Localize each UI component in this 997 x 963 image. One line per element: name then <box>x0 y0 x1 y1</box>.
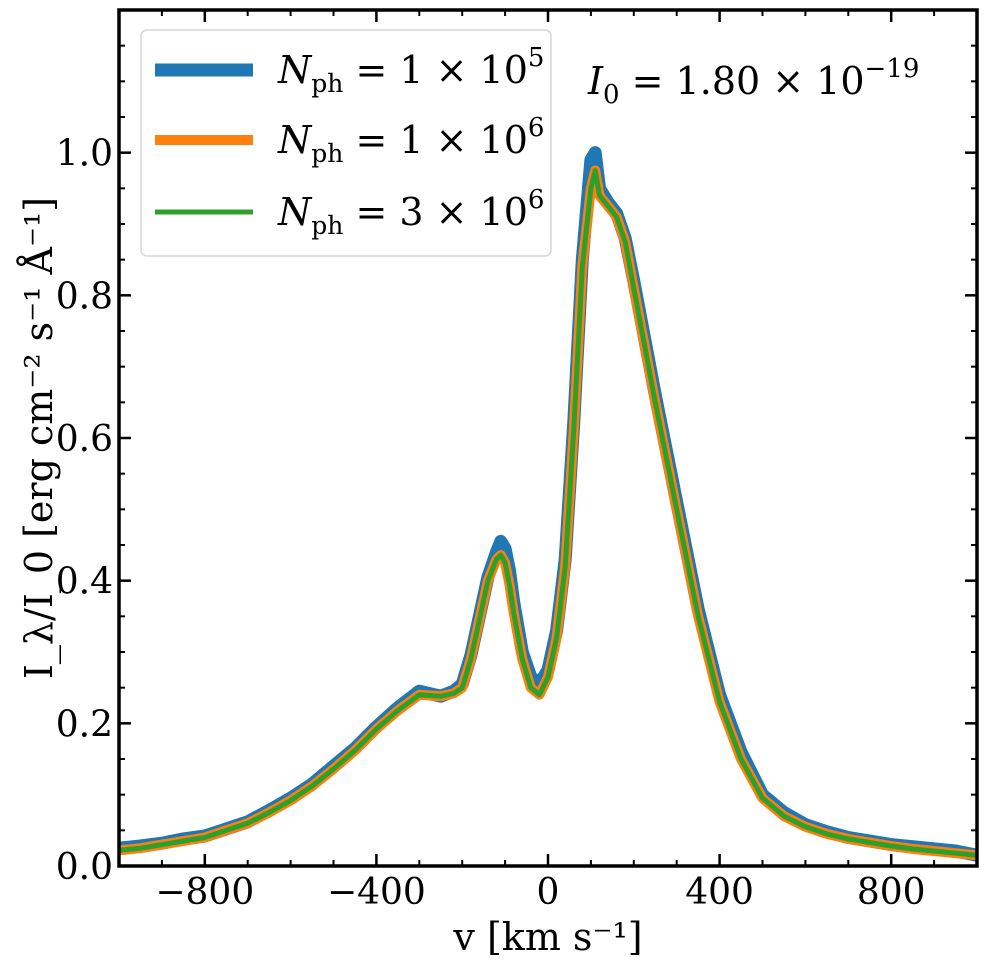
x-tick-label: 400 <box>685 872 754 913</box>
series-line-3 <box>119 168 977 858</box>
plot-frame <box>117 8 979 868</box>
legend-label-1: Nph = 1 × 105 <box>277 43 544 98</box>
y-axis-label: I_λ/I_0 [erg cm⁻² s⁻¹ Å⁻¹] <box>17 197 62 679</box>
annotation-sub: 0 <box>603 80 620 110</box>
y-tick-label: 0.0 <box>56 847 113 888</box>
y-tick-label: 1.0 <box>56 134 113 175</box>
x-axis-label: v [km s⁻¹] <box>452 915 642 959</box>
annotation-middle: = 1.80 × 10 <box>620 59 865 103</box>
legend-label-3: Nph = 3 × 106 <box>277 185 544 240</box>
x-tick-label: 0 <box>537 872 560 913</box>
legend: Nph = 1 × 105 Nph = 1 × 106 Nph = 3 × 106 <box>140 29 552 257</box>
intensity-annotation: I0 = 1.80 × 10−19 <box>587 54 919 110</box>
annotation-sup: −19 <box>865 54 920 84</box>
legend-entries: Nph = 1 × 105 Nph = 1 × 106 Nph = 3 × 106 <box>155 43 544 240</box>
series-layer <box>119 146 977 862</box>
y-tick-label: 0.4 <box>56 562 113 603</box>
legend-box <box>140 29 552 257</box>
x-tick-label: −800 <box>155 872 254 913</box>
x-tick-label: 800 <box>857 872 926 913</box>
y-tick-label: 0.8 <box>56 276 113 317</box>
y-tick-label: 0.6 <box>56 419 113 460</box>
legend-label-2: Nph = 1 × 106 <box>277 113 544 168</box>
x-tick-label: −400 <box>327 872 426 913</box>
series-line-2 <box>119 165 977 861</box>
series-line-1 <box>119 146 977 862</box>
y-tick-label: 0.2 <box>56 704 113 745</box>
annotation-base: I <box>587 59 604 103</box>
ticks-layer: −800 −400 0 400 800 0.0 0.2 0.4 0.6 0.8 1.0 <box>56 10 977 913</box>
